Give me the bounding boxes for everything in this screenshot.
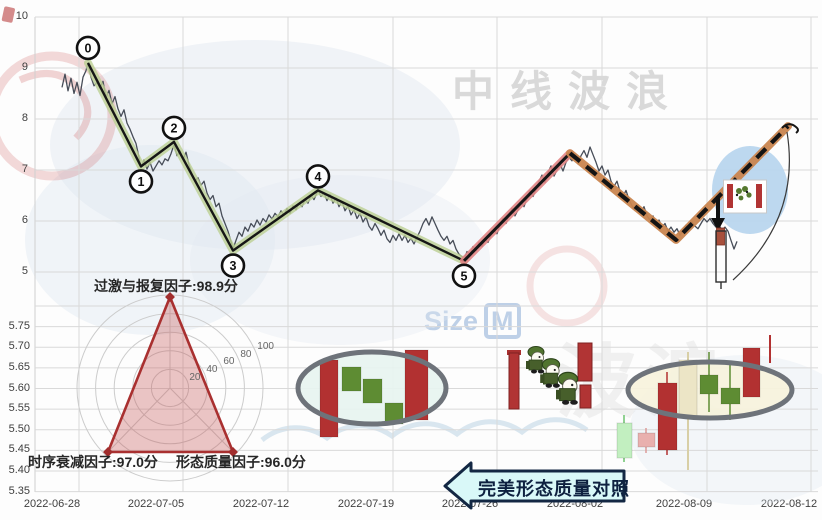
soldiers-icon (507, 342, 593, 410)
wave-marker-circle (75, 35, 101, 61)
thumbnail-red-bar (756, 184, 762, 208)
wave-marker-circle (451, 263, 477, 289)
wave-marker-number: 3 (230, 259, 237, 273)
candle (404, 349, 429, 421)
radar-vertex-marker (165, 292, 175, 302)
x-tick-label: 2022-07-19 (337, 498, 395, 510)
radar-triangle (106, 295, 235, 454)
comparison-banner-arrow (443, 461, 626, 510)
thumbnail-soldier-dot (742, 186, 748, 192)
wave-marker-circle (161, 115, 187, 141)
wave-marker-number: 2 (171, 121, 178, 135)
down-arrow-head (711, 218, 725, 231)
radar-vertex-marker (228, 447, 238, 457)
impulse-wave-line (86, 62, 465, 262)
watermark-size-word: Size (424, 305, 479, 336)
red-seal-mark (1, 6, 15, 23)
radar-spoke (169, 387, 236, 455)
red-pillar (508, 352, 520, 410)
radar-spoke (104, 387, 171, 456)
soldier (556, 371, 579, 405)
candle (319, 359, 339, 438)
candle-pattern-groups (295, 335, 795, 470)
fishing-line (732, 131, 790, 281)
candle (720, 387, 741, 405)
candle (678, 359, 698, 418)
rod-tip-hook (781, 123, 799, 134)
wave-art-blob (25, 145, 275, 335)
candle (742, 347, 761, 398)
red-pillar (577, 342, 593, 382)
wave-art-blob (50, 40, 460, 250)
watermark-title: 中线波浪 (452, 68, 685, 115)
wave-marker-circle (220, 253, 246, 278)
thumbnail-red-bar (727, 184, 733, 208)
x-tick-label: 2022-06-28 (23, 498, 81, 510)
red-seal-swoosh (18, 70, 92, 141)
pattern-overlay-2-outline (625, 359, 795, 421)
thumbnail-soldier-dot (736, 188, 742, 194)
wave-marker-circle (128, 169, 154, 194)
candle (637, 432, 656, 448)
x-tick-label: 2022-07-05 (127, 498, 185, 510)
wave-art-blob (190, 175, 490, 345)
projection-dashed-line (568, 124, 790, 242)
thumbnail-soldier-dot (745, 190, 749, 194)
wave-marker-number: 5 (461, 269, 468, 283)
candle (341, 366, 362, 392)
red-seal-watermark-2 (526, 245, 608, 327)
wave-number-markers: 0 1 2 3 4 5 (75, 35, 477, 289)
red-pillar (579, 384, 592, 409)
x-tick-label: 2022-08-09 (655, 498, 713, 510)
soldier (540, 358, 561, 388)
wave-marker-circle (305, 164, 331, 189)
rally-line (462, 152, 572, 262)
candle (362, 378, 383, 404)
wave-marker-number: 4 (315, 170, 322, 184)
wave-marker-number: 1 (138, 175, 145, 189)
thumbnail-soldier-dot (738, 195, 744, 201)
thumbnail-soldier-dot (746, 192, 752, 198)
pattern-overlay-1-outline (295, 349, 449, 427)
wave-marker-number: 0 (85, 41, 92, 55)
thumbnail-soldier-dot (741, 192, 745, 196)
candle (616, 422, 633, 459)
x-tick-label: 2022-07-12 (232, 498, 290, 510)
thumbnail-soldier-dot (735, 193, 739, 197)
wave-overlay (84, 58, 792, 265)
x-tick-label: 2022-08-12 (760, 498, 818, 510)
annotations (711, 123, 799, 289)
candle (699, 374, 719, 395)
soldier (526, 346, 545, 374)
